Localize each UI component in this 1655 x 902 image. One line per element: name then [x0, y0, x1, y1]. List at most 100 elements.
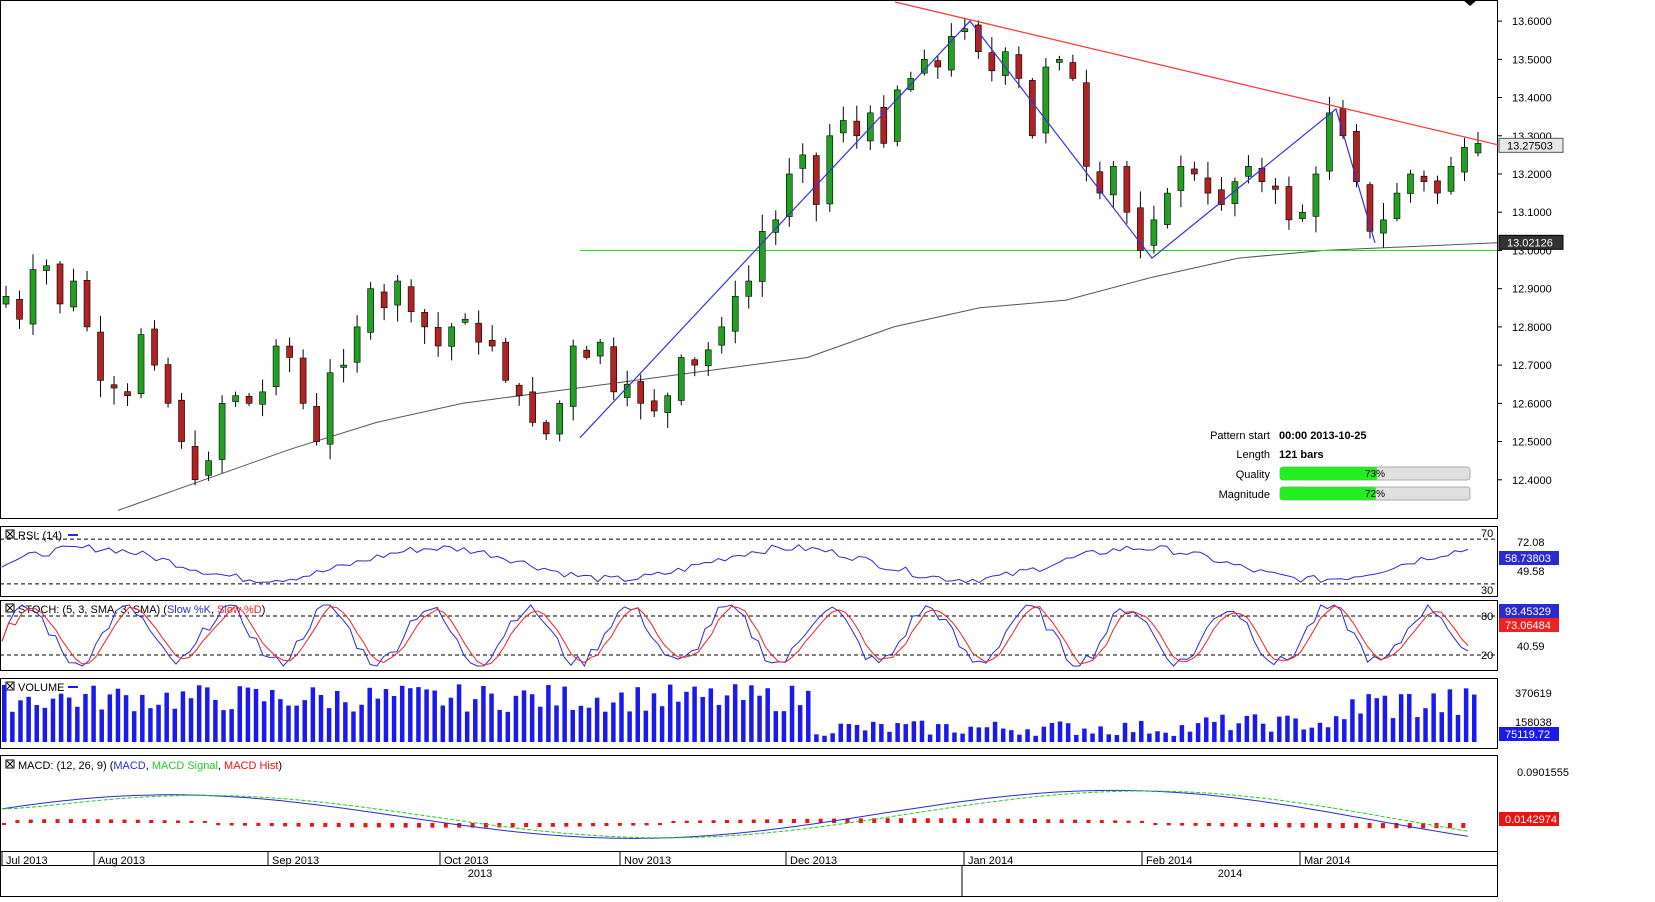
volume-bar: [286, 705, 291, 742]
candle-body: [475, 322, 482, 343]
volume-bar: [732, 684, 738, 742]
volume-bar: [578, 705, 584, 742]
volume-bar: [513, 695, 519, 742]
candle-body: [1029, 80, 1036, 137]
volume-bar: [1049, 722, 1055, 742]
candle-body: [826, 135, 834, 205]
volume-bar: [960, 733, 965, 742]
candle-body: [205, 460, 212, 476]
macd-hist-bar: [42, 819, 47, 823]
candle-body: [1191, 168, 1198, 175]
year-label: 2014: [1218, 868, 1242, 880]
macd-hist-bar: [885, 818, 890, 823]
stoch-close-icon[interactable]: [5, 603, 15, 613]
macd-title: MACD: (12, 26, 9) (MACD, MACD Signal, MA…: [18, 760, 282, 772]
volume-bar: [651, 693, 657, 742]
volume-bar: [984, 727, 990, 742]
last-price-label: 13.27503: [1507, 140, 1553, 152]
volume-bar: [18, 700, 23, 742]
volume-bar: [464, 711, 470, 742]
macd-close-icon[interactable]: [5, 759, 15, 769]
macd-hist-bar: [202, 820, 207, 823]
volume-bar: [261, 701, 267, 742]
macd-hist-bar: [1073, 819, 1078, 823]
time-axis-labels: Jul 2013 Aug 2013 Sep 2013 Oct 2013 Nov 2013…: [1, 852, 1350, 897]
volume-bar: [1155, 731, 1160, 742]
price-tick-label: 12.8000: [1512, 322, 1552, 334]
price-axis-ticks: 13.600013.500013.400013.300013.200013.10…: [1497, 16, 1552, 487]
rsi-close-icon[interactable]: [5, 529, 15, 539]
macd-hist-bar: [135, 819, 140, 823]
volume-bar: [440, 705, 446, 742]
stoch-d-box: [1499, 618, 1559, 632]
candle-body: [839, 120, 847, 134]
macd-hist-bar: [1126, 820, 1131, 823]
quality-percent: 73%: [1365, 469, 1385, 480]
volume-bar: [1122, 722, 1128, 742]
volume-bar: [1415, 717, 1420, 742]
volume-tick-label: 370619: [1515, 688, 1552, 700]
volume-bar: [1317, 722, 1323, 742]
candle-body: [434, 327, 442, 347]
volume-bar: [1252, 714, 1258, 742]
volume-bar: [416, 687, 421, 742]
macd-hist-bar: [550, 823, 555, 827]
volume-bar: [1203, 717, 1209, 742]
volume-bar: [927, 734, 933, 742]
volume-bar: [75, 706, 80, 742]
volume-bar: [66, 697, 72, 742]
volume-bar: [473, 699, 478, 742]
macd-hist-bar: [309, 823, 314, 827]
macd-hist-bar: [417, 823, 422, 828]
macd-hist-bar: [336, 823, 341, 828]
volume-bar: [1463, 688, 1469, 742]
volume-value-label: 75119.72: [1505, 729, 1550, 741]
volume-bar: [562, 686, 567, 742]
macd-hist-bar: [845, 818, 850, 823]
volume-bar: [765, 688, 770, 742]
macd-hist-bar: [1421, 823, 1426, 829]
macd-lines: 0.0901555 0.0142974: [1, 767, 1569, 839]
candle-body: [29, 269, 37, 325]
macd-hist-bar: [1180, 823, 1185, 826]
price-value-labels: 13.27503 13.02126: [1498, 137, 1564, 250]
year-label: 2013: [468, 868, 492, 880]
macd-hist-bar: [564, 823, 569, 827]
candle-body: [1164, 192, 1171, 225]
macd-hist-bar: [617, 823, 622, 826]
macd-hist-bar: [1059, 819, 1064, 823]
volume-bar: [302, 700, 307, 742]
volume-bar: [1472, 694, 1477, 742]
macd-hist-bar: [109, 819, 114, 823]
volume-bar: [911, 721, 917, 742]
volume-bar: [676, 701, 681, 742]
macd-hist-bar: [631, 823, 636, 826]
candle-body: [921, 59, 928, 74]
candle-body: [731, 296, 739, 332]
macd-hist-bar: [1019, 818, 1024, 823]
volume-bar: [58, 693, 64, 742]
volume-bar: [432, 690, 437, 742]
volume-bar: [781, 711, 787, 742]
stoch-panel: [0, 600, 1498, 671]
candle-body: [272, 345, 280, 387]
volume-bar: [594, 697, 600, 742]
volume-bar: [846, 723, 852, 742]
candle-body: [948, 36, 955, 71]
pattern-zigzag: [579, 20, 1376, 439]
price-tick-label: 13.6000: [1512, 16, 1552, 28]
volume-bar: [887, 731, 892, 742]
macd-hist-bar: [1461, 823, 1466, 829]
volume-bar: [148, 708, 153, 742]
last-price-box: [1498, 137, 1564, 153]
candle-body: [488, 340, 496, 347]
volume-bar: [1000, 728, 1006, 742]
candle-body: [596, 341, 604, 357]
candle-body: [178, 399, 185, 442]
volume-bar: [213, 699, 218, 742]
candle-body: [704, 349, 712, 367]
volume-bar: [952, 732, 957, 742]
macd-hist-bar: [858, 818, 863, 823]
